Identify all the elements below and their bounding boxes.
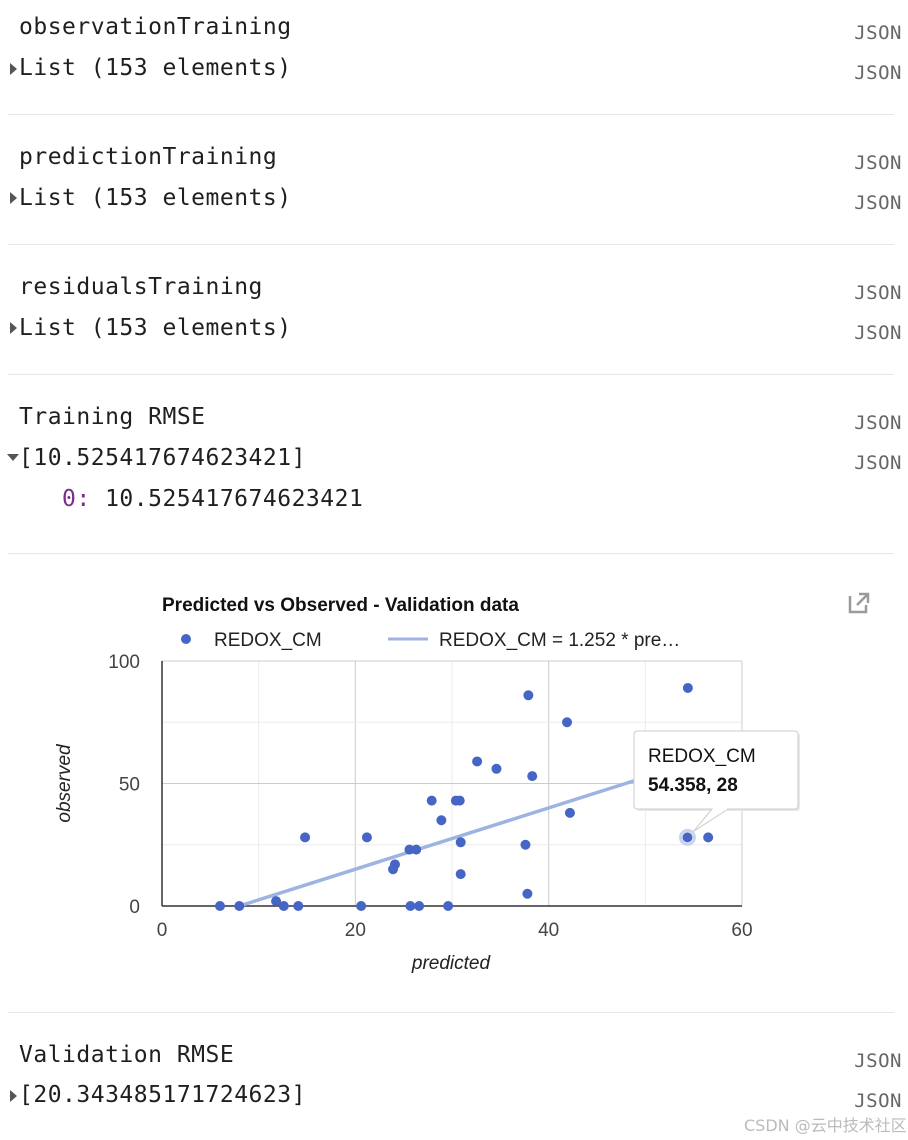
chart-title: Predicted vs Observed - Validation data xyxy=(162,595,519,616)
data-point xyxy=(522,888,533,899)
data-point xyxy=(389,859,400,870)
data-point xyxy=(293,901,304,911)
legend-marker-scatter xyxy=(181,634,191,644)
json-link[interactable]: JSON xyxy=(854,62,902,84)
data-point xyxy=(300,832,311,843)
open-in-new-icon[interactable] xyxy=(846,590,872,616)
x-tick-label: 0 xyxy=(157,920,168,941)
expand-triangle-icon[interactable] xyxy=(10,1090,17,1102)
divider xyxy=(8,553,894,554)
data-point xyxy=(564,807,575,818)
y-tick-label: 0 xyxy=(129,897,140,918)
data-point xyxy=(682,682,693,693)
divider xyxy=(8,244,894,245)
divider xyxy=(8,114,894,115)
data-point xyxy=(361,832,372,843)
tooltip-value: 54.358, 28 xyxy=(648,775,738,796)
y-axis-title: observed xyxy=(54,743,75,823)
json-link[interactable]: JSON xyxy=(854,22,902,44)
data-point xyxy=(411,844,422,855)
json-link[interactable]: JSON xyxy=(854,1090,902,1112)
expand-triangle-icon[interactable] xyxy=(10,192,17,204)
list-value-observation[interactable]: List (153 elements) xyxy=(19,55,292,81)
training-rmse-entry: 0: 10.525417674623421 xyxy=(62,486,363,512)
data-point xyxy=(443,901,454,911)
section-title-training-rmse: Training RMSE xyxy=(19,404,206,430)
json-link[interactable]: JSON xyxy=(854,412,902,434)
collapse-triangle-icon[interactable] xyxy=(7,454,19,461)
divider xyxy=(8,1012,894,1013)
data-point xyxy=(472,756,483,767)
data-point xyxy=(703,832,714,843)
data-point-hover-halo xyxy=(678,828,696,846)
data-point xyxy=(455,837,466,848)
data-point xyxy=(426,795,437,806)
y-tick-label: 50 xyxy=(119,775,140,796)
scatter-chart: Predicted vs Observed - Validation data R… xyxy=(54,595,800,974)
x-axis-title: predicted xyxy=(411,953,492,974)
json-link[interactable]: JSON xyxy=(854,452,902,474)
data-point xyxy=(682,832,693,843)
tooltip-series-name: REDOX_CM xyxy=(648,746,756,767)
x-tick-label: 60 xyxy=(731,920,752,941)
section-title-residuals: residualsTraining xyxy=(19,274,263,300)
legend-label: REDOX_CM xyxy=(214,630,322,651)
data-point xyxy=(491,763,502,774)
data-point xyxy=(278,901,289,911)
x-tick-label: 40 xyxy=(538,920,559,941)
validation-rmse-array[interactable]: [20.343485171724623] xyxy=(19,1082,306,1108)
json-link[interactable]: JSON xyxy=(854,282,902,304)
data-point xyxy=(414,901,425,911)
data-point xyxy=(454,795,465,806)
section-title-prediction: predictionTraining xyxy=(19,144,278,170)
data-point xyxy=(436,815,447,826)
data-point xyxy=(215,901,225,911)
list-value-residuals[interactable]: List (153 elements) xyxy=(19,315,292,341)
array-index-value: 10.525417674623421 xyxy=(105,486,364,512)
data-point xyxy=(356,901,367,911)
json-link[interactable]: JSON xyxy=(854,152,902,174)
divider xyxy=(8,374,894,375)
data-point xyxy=(562,717,573,728)
training-rmse-array[interactable]: [10.525417674623421] xyxy=(19,445,306,471)
list-value-prediction[interactable]: List (153 elements) xyxy=(19,185,292,211)
data-point xyxy=(455,869,466,880)
tooltip-box xyxy=(633,730,799,810)
section-title-validation-rmse: Validation RMSE xyxy=(19,1042,235,1068)
expand-triangle-icon[interactable] xyxy=(10,63,17,75)
x-tick-label: 20 xyxy=(345,920,366,941)
watermark: CSDN @云中技术社区 xyxy=(744,1116,907,1135)
legend-label: REDOX_CM = 1.252 * pre… xyxy=(439,630,680,651)
y-tick-label: 100 xyxy=(108,652,140,673)
json-link[interactable]: JSON xyxy=(854,192,902,214)
data-point xyxy=(527,771,538,782)
array-index-key: 0: xyxy=(62,486,91,512)
json-link[interactable]: JSON xyxy=(854,1050,902,1072)
tooltip-pointer xyxy=(693,808,729,832)
data-point xyxy=(234,901,245,911)
expand-triangle-icon[interactable] xyxy=(10,322,17,334)
trendline xyxy=(238,776,644,908)
data-point xyxy=(523,690,534,701)
json-link[interactable]: JSON xyxy=(854,322,902,344)
data-point xyxy=(520,839,531,850)
data-point xyxy=(405,901,416,911)
section-title-observation: observationTraining xyxy=(19,14,292,40)
data-point xyxy=(271,896,282,907)
